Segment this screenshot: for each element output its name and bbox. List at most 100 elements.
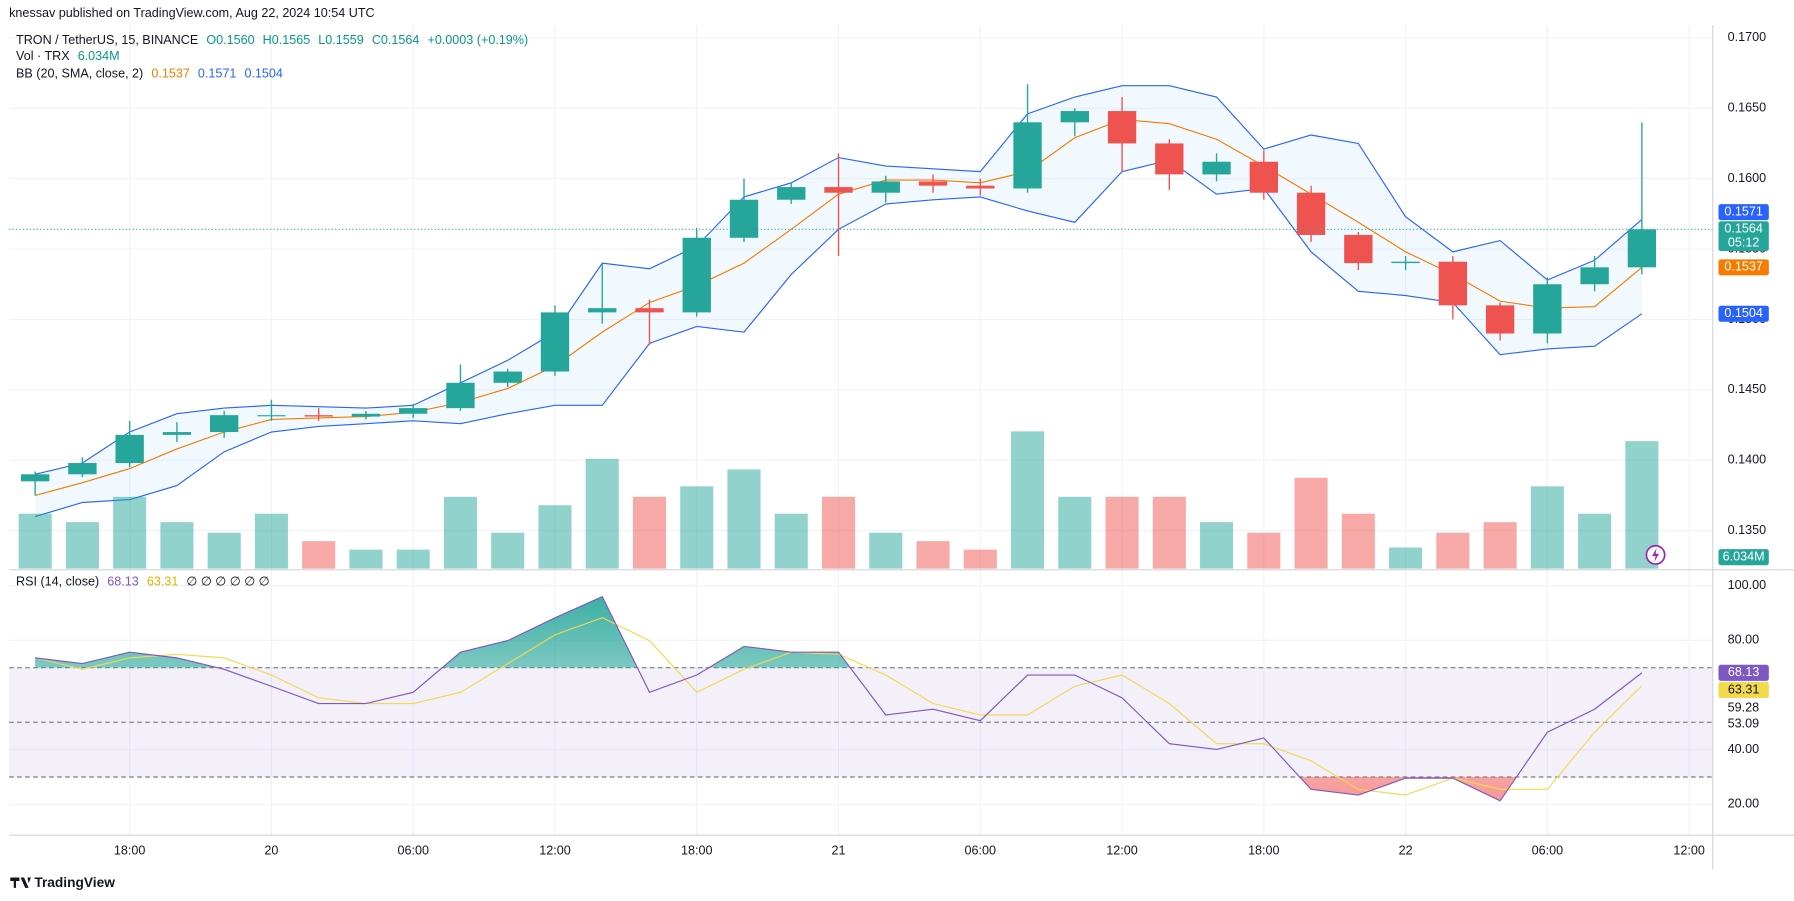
volume-bar: [254, 513, 288, 569]
header: knessav published on TradingView.com, Au…: [9, 6, 374, 20]
volume-bar: [65, 522, 99, 569]
change: +0.0003 (+0.19%): [427, 34, 528, 48]
plot: [9, 84, 1713, 802]
bb-title: BB (20, SMA, close, 2): [16, 67, 143, 81]
volume-bar: [585, 458, 619, 569]
volume-value: 6.034M: [78, 50, 120, 64]
candle-body: [20, 474, 50, 482]
volume-bar: [1436, 532, 1470, 569]
x-tick-label: 12:00: [1106, 844, 1137, 858]
ohlc-close: C0.1564: [372, 34, 420, 48]
volume-bar: [916, 541, 950, 569]
x-tick-label: 22: [1399, 844, 1413, 858]
alert-icon[interactable]: [1645, 544, 1666, 565]
candle-body: [1344, 234, 1373, 264]
bb-upper-label-box: [1718, 204, 1769, 221]
candle-body: [115, 434, 144, 464]
bb-basis-value: 0.1537: [151, 67, 189, 81]
y-tick-label: 0.1450: [1728, 382, 1766, 396]
candle-body: [1485, 305, 1515, 334]
rsi-label: 68.13: [1728, 665, 1759, 679]
volume-bar: [821, 496, 856, 569]
candle-body: [682, 237, 711, 313]
rsi-tick-label: 80.00: [1728, 633, 1759, 647]
x-tick-label: 20: [264, 844, 278, 858]
volume-bar: [1530, 486, 1564, 569]
volume-legend: Vol · TRX 6.034M: [16, 50, 120, 64]
rsi-overbought-fill: [35, 596, 1642, 668]
candle-body: [1627, 229, 1657, 268]
bb-fill: [35, 85, 1642, 517]
rsi-ma-line: [34, 617, 1643, 796]
x-tick-label: 18:00: [681, 844, 712, 858]
volume-bar: [632, 496, 667, 569]
volume-bar: [774, 513, 808, 569]
alert-bolt[interactable]: [1652, 548, 1659, 562]
volume-bar: [1105, 496, 1139, 569]
tradingview-logo: TradingView: [10, 875, 115, 890]
candle-body: [351, 413, 381, 417]
ohlc-open: O0.1560: [206, 34, 254, 48]
candle-body: [1060, 111, 1089, 123]
rsi-ma-value: 63.31: [147, 575, 178, 589]
candle-body: [1296, 192, 1326, 235]
ohlc-high: H0.1565: [263, 34, 311, 48]
bb-legend: BB (20, SMA, close, 2) 0.1537 0.1571 0.1…: [16, 67, 283, 81]
candle-body: [1013, 122, 1042, 189]
volume-bar: [1483, 522, 1517, 569]
candle-body: [1107, 111, 1137, 144]
volume-bar: [1011, 431, 1045, 569]
candle-body: [1202, 161, 1231, 175]
rsi-value: 68.13: [107, 575, 138, 589]
rsi-tick-label: 100.00: [1728, 578, 1766, 592]
candle-body: [824, 187, 853, 193]
rsi-title: RSI (14, close): [16, 575, 99, 589]
y-tick-label: 0.1600: [1728, 171, 1766, 185]
candle-body: [209, 415, 239, 433]
candle-body: [304, 415, 333, 417]
candle-body: [446, 382, 475, 409]
volume-bar: [396, 549, 430, 569]
volume-bar: [160, 522, 194, 569]
volume-bar: [1389, 547, 1423, 569]
candle-body: [1249, 161, 1279, 193]
volume-bar: [302, 541, 336, 569]
volume-bar: [207, 532, 241, 569]
volume-bar: [443, 496, 477, 569]
y-tick-label: 0.1400: [1728, 453, 1766, 467]
bb-upper-label: 0.1571: [1724, 204, 1762, 218]
candle-body: [1533, 284, 1562, 334]
x-tick-label: 12:00: [539, 844, 570, 858]
candle-body: [918, 181, 948, 186]
x-tick-label: 21: [832, 844, 846, 858]
volume-bar: [1247, 532, 1281, 569]
symbol: TRON / TetherUS, 15, BINANCE: [16, 34, 198, 48]
close-label: 0.1564: [1724, 222, 1762, 236]
bb-upper-value: 0.1571: [198, 67, 236, 81]
close-box: [1718, 221, 1769, 252]
candle-body: [966, 185, 995, 189]
candle-body: [1391, 261, 1420, 264]
rsi-extra-label: 59.28: [1728, 701, 1759, 715]
volume-bar: [1294, 477, 1328, 569]
volume-bar: [1578, 513, 1612, 569]
candle-body: [729, 199, 759, 238]
rsi-line: [35, 595, 1643, 802]
footer: TradingView: [34, 875, 115, 890]
candle-body: [1155, 143, 1184, 175]
grid: [9, 25, 1713, 836]
candle-body: [777, 187, 806, 200]
candle-body: [257, 415, 286, 417]
symbol-legend: TRON / TetherUS, 15, BINANCE O0.1560 H0.…: [16, 34, 528, 48]
y-tick-label: 0.1650: [1728, 101, 1766, 115]
y-tick-label: 0.1350: [1728, 523, 1766, 537]
candle-body: [871, 181, 900, 193]
rsi-extra: ∅ ∅ ∅ ∅ ∅ ∅: [186, 575, 269, 589]
x-tick-label: 18:00: [1248, 844, 1279, 858]
candle-body: [68, 463, 97, 475]
bb-basis-label-box: [1718, 259, 1769, 276]
candle-body: [635, 308, 664, 313]
volume-bar: [538, 505, 572, 569]
